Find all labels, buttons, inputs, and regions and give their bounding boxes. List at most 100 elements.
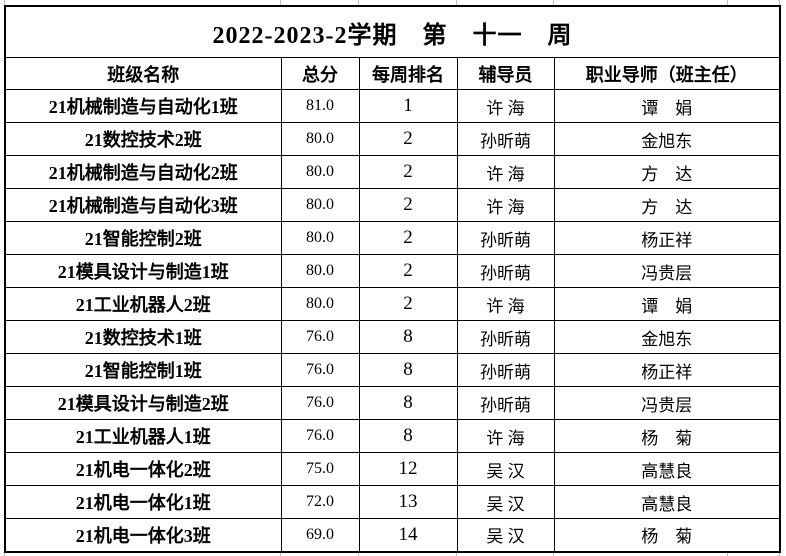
career-mentor-cell: 高慧良 xyxy=(553,452,781,486)
counselor-cell: 孙昕萌 xyxy=(456,386,555,420)
table-row: 21机械制造与自动化1班 81.0 1 许 海谭 娟 xyxy=(4,89,781,123)
counselor-cell: 孙昕萌 xyxy=(456,122,555,156)
gridline xyxy=(4,0,5,5)
table-row: 21机械制造与自动化3班 80.0 2 许 海方 达 xyxy=(4,188,781,222)
career-mentor-cell: 金旭东 xyxy=(553,320,781,354)
total-score-cell: 76.0 xyxy=(280,386,360,420)
class-name-cell: 21机械制造与自动化2班 xyxy=(4,155,282,189)
weekly-rank-cell: 2 xyxy=(358,287,458,321)
counselor-cell: 许 海 xyxy=(456,419,555,453)
gridline xyxy=(779,0,780,5)
weekly-ranking-table: 2022-2023-2学期 第 十一 周 班级名称 总分 每周排名 辅导员 职业… xyxy=(4,5,782,553)
class-name-cell: 21机械制造与自动化3班 xyxy=(4,188,282,222)
weekly-rank-cell: 8 xyxy=(358,419,458,453)
gridline xyxy=(779,551,780,556)
counselor-cell: 孙昕萌 xyxy=(456,221,555,255)
career-mentor-cell: 方 达 xyxy=(553,155,781,189)
table-row: 21模具设计与制造2班 76.0 8 孙昕萌 冯贵层 xyxy=(4,386,781,420)
class-name-cell: 21工业机器人1班 xyxy=(4,419,282,453)
total-score-cell: 80.0 xyxy=(280,221,360,255)
class-name-cell: 21机电一体化3班 xyxy=(4,518,282,552)
weekly-rank-cell: 2 xyxy=(358,221,458,255)
weekly-rank-cell: 2 xyxy=(358,254,458,288)
table-row: 21机电一体化1班 72.0 13 吴 汉高慧良 xyxy=(4,485,781,519)
gridline xyxy=(280,551,281,556)
table-row: 21工业机器人2班 80.0 2 许 海谭 娟 xyxy=(4,287,781,321)
gridline xyxy=(280,0,281,5)
class-name-cell: 21机械制造与自动化1班 xyxy=(4,89,282,123)
total-score-cell: 80.0 xyxy=(280,122,360,156)
counselor-cell: 许 海 xyxy=(456,188,555,222)
table-body: 21机械制造与自动化1班 81.0 1 许 海谭 娟 21数控技术2班 80.0 2 孙昕萌金… xyxy=(4,89,781,552)
weekly-rank-cell: 13 xyxy=(358,485,458,519)
career-mentor-cell: 谭 娟 xyxy=(553,287,781,321)
career-mentor-cell: 冯贵层 xyxy=(553,386,781,420)
total-score-cell: 75.0 xyxy=(280,452,360,486)
gridline xyxy=(456,551,457,556)
total-score-cell: 69.0 xyxy=(280,518,360,552)
counselor-cell: 吴 汉 xyxy=(456,518,555,552)
counselor-cell: 孙昕萌 xyxy=(456,320,555,354)
table-row: 21机电一体化2班 75.0 12 吴 汉高慧良 xyxy=(4,452,781,486)
table-row: 21工业机器人1班 76.0 8 许 海杨 菊 xyxy=(4,419,781,453)
total-score-cell: 76.0 xyxy=(280,353,360,387)
counselor-cell: 许 海 xyxy=(456,287,555,321)
gridline xyxy=(4,551,5,556)
counselor-cell: 许 海 xyxy=(456,155,555,189)
weekly-rank-cell: 2 xyxy=(358,122,458,156)
gridline xyxy=(727,0,728,5)
table-title: 2022-2023-2学期 第 十一 周 xyxy=(4,5,781,58)
weekly-rank-cell: 12 xyxy=(358,452,458,486)
weekly-rank-cell: 1 xyxy=(358,89,458,123)
table-row: 21机械制造与自动化2班 80.0 2 许 海方 达 xyxy=(4,155,781,189)
column-header-career-mentor: 职业导师（班主任） xyxy=(553,57,781,90)
career-mentor-cell: 杨正祥 xyxy=(553,353,781,387)
column-header-counselor: 辅导员 xyxy=(456,57,555,90)
weekly-rank-cell: 8 xyxy=(358,320,458,354)
table-row: 21智能控制2班 80.0 2 孙昕萌 杨正祥 xyxy=(4,221,781,255)
class-name-cell: 21模具设计与制造1班 xyxy=(4,254,282,288)
career-mentor-cell: 杨 菊 xyxy=(553,518,781,552)
total-score-cell: 80.0 xyxy=(280,254,360,288)
total-score-cell: 81.0 xyxy=(280,89,360,123)
column-header-class-name: 班级名称 xyxy=(4,57,282,90)
title-row: 2022-2023-2学期 第 十一 周 xyxy=(4,5,781,58)
total-score-cell: 80.0 xyxy=(280,188,360,222)
counselor-cell: 孙昕萌 xyxy=(456,353,555,387)
class-name-cell: 21工业机器人2班 xyxy=(4,287,282,321)
career-mentor-cell: 高慧良 xyxy=(553,485,781,519)
header-row: 班级名称 总分 每周排名 辅导员 职业导师（班主任） xyxy=(4,57,781,90)
class-name-cell: 21数控技术1班 xyxy=(4,320,282,354)
gridline xyxy=(358,0,359,5)
weekly-rank-cell: 2 xyxy=(358,188,458,222)
gridline xyxy=(553,0,554,5)
table-row: 21智能控制1班 76.0 8 孙昕萌 杨正祥 xyxy=(4,353,781,387)
weekly-rank-cell: 2 xyxy=(358,155,458,189)
total-score-cell: 76.0 xyxy=(280,419,360,453)
gridline xyxy=(456,0,457,5)
table-row: 21机电一体化3班 69.0 14 吴 汉杨 菊 xyxy=(4,518,781,552)
class-name-cell: 21机电一体化2班 xyxy=(4,452,282,486)
table-row: 21数控技术1班 76.0 8 孙昕萌 金旭东 xyxy=(4,320,781,354)
counselor-cell: 吴 汉 xyxy=(456,485,555,519)
career-mentor-cell: 冯贵层 xyxy=(553,254,781,288)
career-mentor-cell: 杨正祥 xyxy=(553,221,781,255)
weekly-rank-cell: 8 xyxy=(358,386,458,420)
counselor-cell: 许 海 xyxy=(456,89,555,123)
class-name-cell: 21智能控制2班 xyxy=(4,221,282,255)
gridline xyxy=(553,551,554,556)
counselor-cell: 孙昕萌 xyxy=(456,254,555,288)
career-mentor-cell: 金旭东 xyxy=(553,122,781,156)
table-row: 21模具设计与制造1班 80.0 2 孙昕萌 冯贵层 xyxy=(4,254,781,288)
gridline xyxy=(358,551,359,556)
class-name-cell: 21模具设计与制造2班 xyxy=(4,386,282,420)
column-header-total-score: 总分 xyxy=(280,57,360,90)
total-score-cell: 72.0 xyxy=(280,485,360,519)
career-mentor-cell: 谭 娟 xyxy=(553,89,781,123)
total-score-cell: 80.0 xyxy=(280,155,360,189)
counselor-cell: 吴 汉 xyxy=(456,452,555,486)
column-header-weekly-rank: 每周排名 xyxy=(358,57,458,90)
table-row: 21数控技术2班 80.0 2 孙昕萌 金旭东 xyxy=(4,122,781,156)
total-score-cell: 80.0 xyxy=(280,287,360,321)
